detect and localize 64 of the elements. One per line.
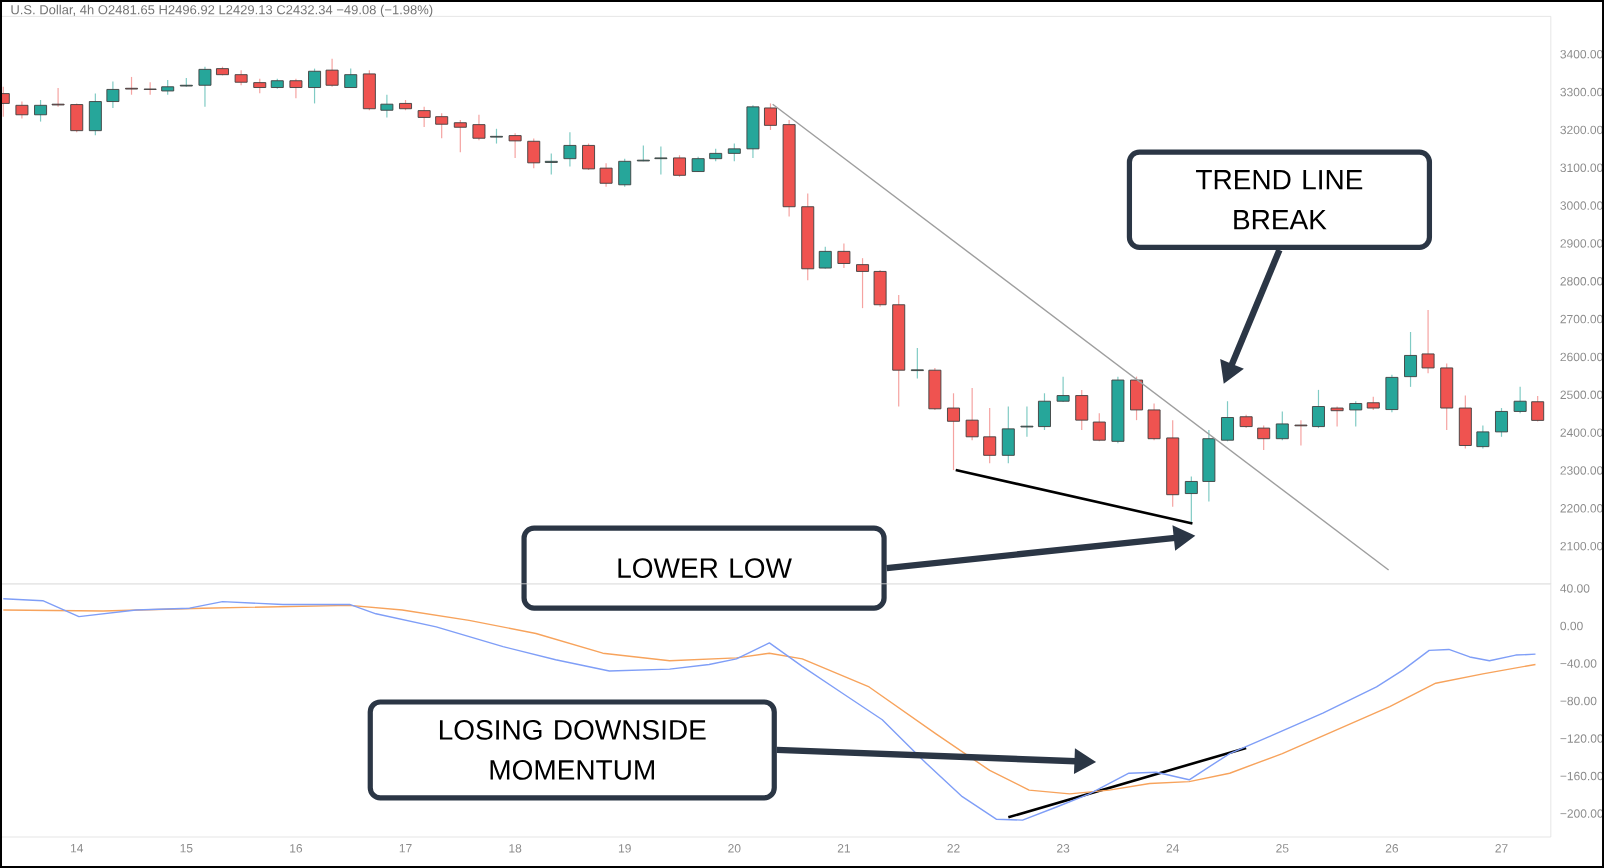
candlestick — [544, 152, 558, 176]
annotation: TREND LINE BREAK — [1196, 170, 1363, 230]
candlestick — [472, 114, 486, 141]
candlestick — [289, 78, 303, 99]
candlestick — [1294, 419, 1308, 447]
candlestick — [508, 132, 522, 159]
candlestick — [618, 158, 632, 188]
candlestick — [764, 102, 777, 131]
candlestick — [1202, 429, 1216, 503]
candlestick — [1221, 400, 1234, 442]
candlestick — [1421, 309, 1435, 374]
candlestick — [1184, 475, 1198, 525]
annotation: LOSING DOWNSIDE MOMENTUM — [439, 719, 706, 780]
candlestick — [582, 142, 596, 171]
candlestick — [1404, 331, 1418, 388]
candlestick — [1311, 389, 1325, 429]
candlestick — [1349, 400, 1363, 428]
candlestick — [1001, 405, 1015, 464]
candlestick — [654, 145, 668, 176]
candlestick — [106, 80, 120, 109]
candlestick — [563, 131, 577, 168]
candlestick — [1092, 412, 1106, 442]
candlestick — [1531, 395, 1545, 423]
candlestick — [1275, 410, 1289, 441]
candlestick — [947, 392, 960, 471]
candlestick — [1147, 402, 1161, 441]
candlestick — [1440, 362, 1454, 431]
candlestick — [673, 154, 686, 178]
candlestick — [344, 68, 358, 89]
candlestick — [837, 242, 851, 269]
candlestick — [873, 269, 887, 308]
candlestick — [928, 367, 942, 411]
candlestick — [983, 407, 997, 464]
candlestick — [51, 87, 65, 108]
candlestick — [818, 246, 832, 270]
candlestick — [746, 104, 760, 159]
candlestick — [88, 92, 102, 136]
candlestick — [70, 102, 84, 133]
candlestick — [1495, 407, 1508, 438]
candlestick — [1038, 392, 1051, 431]
annotation: LOWER LOW — [618, 558, 792, 579]
candlestick — [380, 94, 394, 119]
candlestick — [417, 106, 431, 128]
candlestick — [453, 119, 467, 153]
candlestick — [1257, 424, 1271, 451]
candlestick — [856, 257, 870, 309]
candlestick — [599, 162, 613, 188]
candlestick — [198, 66, 212, 108]
candlestick — [1056, 376, 1070, 403]
candlestick — [1513, 386, 1527, 414]
candlestick — [1020, 405, 1034, 438]
candlestick — [308, 68, 322, 105]
candlestick — [910, 347, 924, 380]
candlestick — [1458, 394, 1472, 450]
candlestick — [34, 99, 48, 123]
candlestick — [965, 387, 979, 441]
candlestick — [1130, 376, 1144, 421]
candlestick — [1075, 389, 1089, 431]
candlestick — [1385, 374, 1399, 413]
candlestick — [362, 69, 376, 111]
candlestick — [435, 112, 449, 139]
candlestick — [325, 58, 339, 88]
candlestick — [527, 138, 541, 169]
candlestick — [1476, 424, 1490, 450]
